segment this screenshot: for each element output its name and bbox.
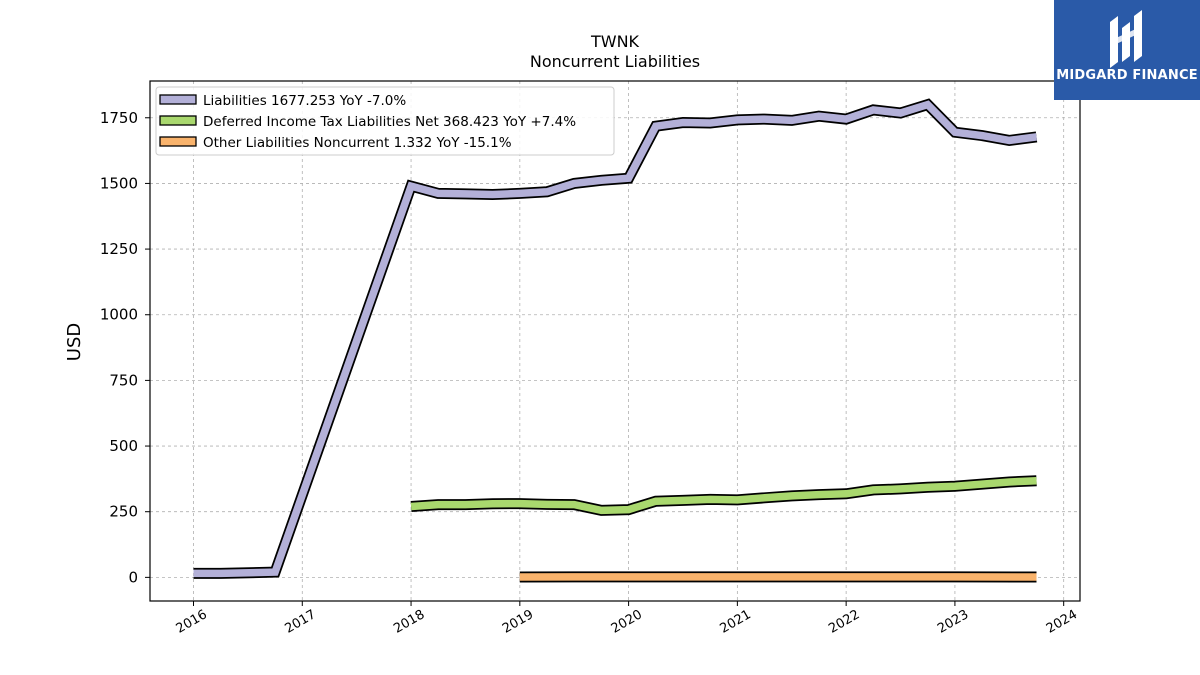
midgard-logo-icon: [1110, 10, 1142, 68]
legend-box: [155, 86, 615, 156]
logo-text: MIDGARD FINANCE: [1056, 68, 1198, 83]
y-tick-label: 750: [109, 371, 138, 389]
brand-logo: MIDGARD FINANCE: [1054, 0, 1200, 100]
y-tick-label: 1000: [100, 306, 138, 324]
legend-entry: Other Liabilities Noncurrent 1.332 YoY -…: [203, 135, 512, 151]
x-tick-label: 2023: [935, 607, 971, 637]
plot-frame: [149, 80, 1081, 602]
y-tick-label: 500: [109, 437, 138, 455]
chart-title: TWNK: [590, 32, 640, 51]
legend-entry: Liabilities 1677.253 YoY -7.0%: [203, 93, 406, 109]
series-line: [410, 476, 1037, 515]
axes: 2016 2017 2018 2019 2020 2021 2022 2023 2024 0 250…: [100, 109, 1080, 637]
y-tick-label: 1750: [100, 109, 138, 127]
x-tick-label: 2022: [826, 607, 862, 637]
x-tick-label: 2019: [500, 607, 536, 637]
series-lines: [193, 98, 1038, 583]
series-line: [193, 100, 1037, 578]
series-line-outline: [193, 98, 1038, 579]
y-tick-label: 1500: [100, 174, 138, 192]
x-tick-label: 2021: [718, 607, 754, 637]
x-tick-label: 2020: [609, 607, 645, 637]
x-tick-label: 2024: [1044, 607, 1080, 637]
x-tick-label: 2018: [391, 607, 427, 637]
legend: Liabilities 1677.253 YoY -7.0% Deferred I…: [155, 86, 615, 156]
y-tick-label: 0: [128, 568, 138, 586]
legend-entry: Deferred Income Tax Liabilities Net 368.…: [203, 114, 576, 130]
legend-swatch: [159, 115, 197, 126]
chart-subtitle: Noncurrent Liabilities: [529, 52, 701, 71]
x-tick-label: 2016: [174, 607, 210, 637]
legend-swatch: [159, 136, 197, 147]
legend-swatch: [159, 94, 197, 105]
y-axis-label: USD: [64, 323, 85, 361]
y-tick-label: 1250: [100, 240, 138, 258]
y-tick-label: 250: [109, 503, 138, 521]
x-tick-label: 2017: [282, 607, 318, 637]
